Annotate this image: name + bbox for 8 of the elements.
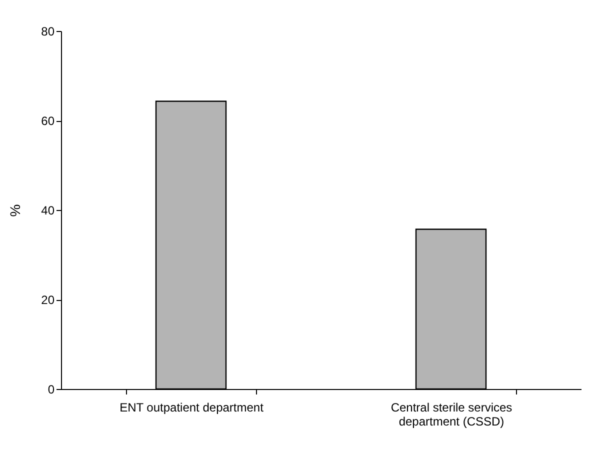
y-tick-label: 0 (48, 382, 55, 396)
x-tick-label: Central sterile services department (CSSD) (390, 400, 512, 428)
y-tick-label: 80 (41, 24, 55, 38)
y-tick-label: 40 (41, 204, 55, 218)
y-axis-title: % (7, 204, 24, 217)
y-tick-label: 20 (41, 293, 55, 307)
y-tick-label: 60 (41, 114, 55, 128)
x-tick-label: ENT outpatient department (120, 400, 264, 414)
